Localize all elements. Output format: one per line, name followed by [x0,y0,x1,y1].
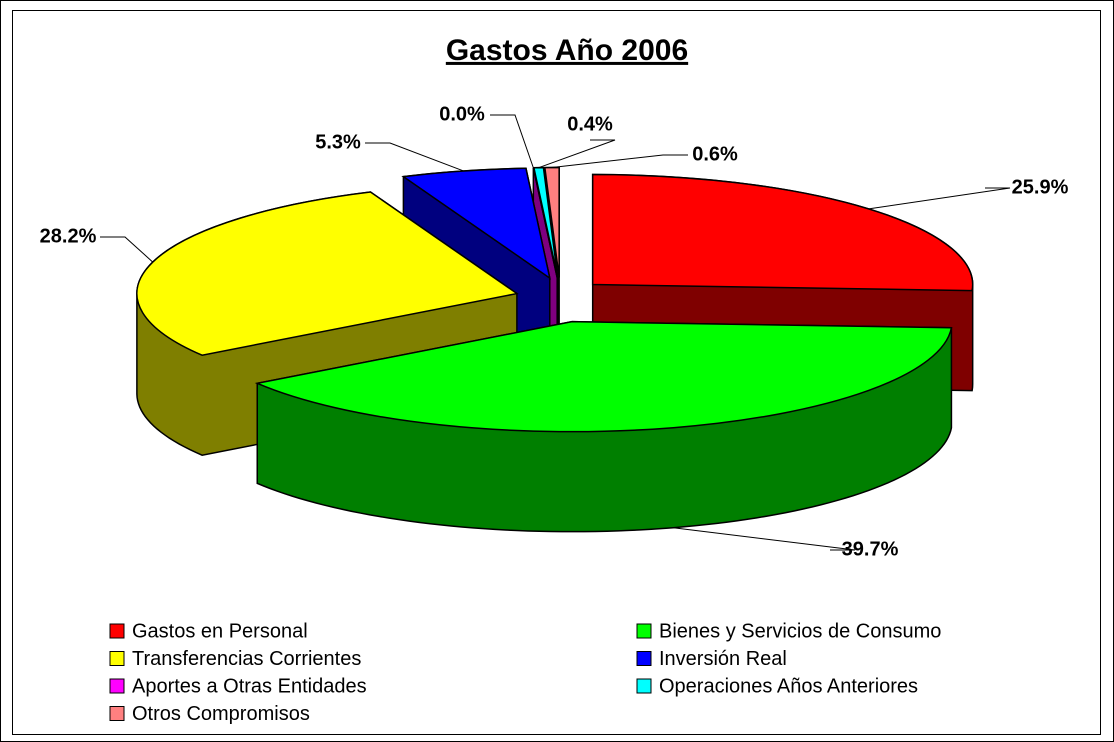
legend-label: Operaciones Años Anteriores [659,675,918,697]
legend-swatch [636,651,652,666]
slice [401,167,551,280]
leader-line [538,139,616,169]
data-label: 0.4% [567,113,613,135]
leader-line [100,236,154,263]
legend-swatch [109,678,125,694]
data-label: 28.2% [40,225,97,247]
legend-swatch [636,623,652,639]
data-label: 39.7% [842,538,899,560]
leader-line [551,154,688,169]
data-label: 0.6% [692,143,738,165]
chart-title: Gastos Año 2006 [446,34,688,67]
legend-swatch [109,651,125,666]
legend-swatch [109,623,125,639]
legend-swatch [636,678,652,694]
legend-label: Transferencias Corrientes [132,648,361,670]
leader-line [673,527,856,551]
data-label: 25.9% [1012,176,1069,198]
legend-label: Bienes y Servicios de Consumo [659,620,941,642]
slice-tops [136,166,974,433]
data-label: 0.0% [439,103,485,125]
leader-line [868,187,1011,210]
slice [591,173,974,292]
leader-line [490,114,534,168]
legend-label: Gastos en Personal [132,620,308,642]
data-label: 5.3% [315,131,361,153]
legend-label: Inversión Real [659,648,787,670]
legend-label: Otros Compromisos [132,703,310,725]
legend-swatch [109,706,125,721]
legend-label: Aportes a Otras Entidades [132,675,367,697]
leader-line [365,142,464,172]
slice [136,191,519,356]
slice [254,320,953,433]
